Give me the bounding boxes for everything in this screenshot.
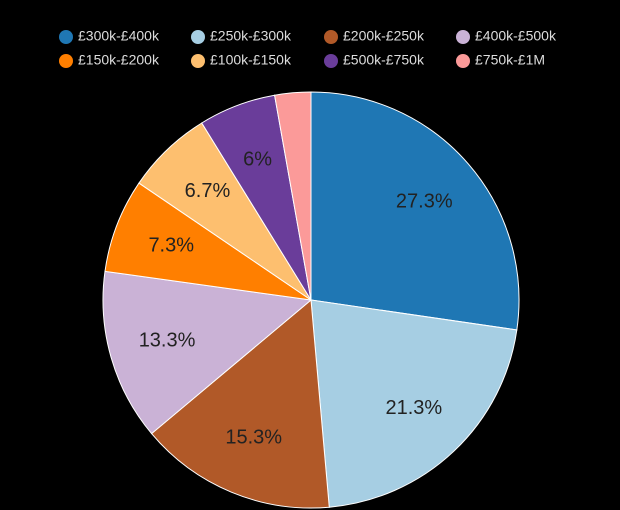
slice-label: 15.3% xyxy=(225,427,282,449)
legend-swatch xyxy=(324,30,338,44)
legend-swatch xyxy=(191,54,205,68)
pie-slice xyxy=(150,299,330,509)
pie-slice xyxy=(310,91,520,331)
legend-label: £500k-£750k xyxy=(343,52,425,68)
slice-label: 7.3% xyxy=(148,234,194,256)
legend-swatch xyxy=(191,30,205,44)
pie-slice xyxy=(102,270,313,435)
slice-label: 6% xyxy=(243,148,272,170)
pie-slice xyxy=(274,91,312,301)
legend-label: £100k-£150k xyxy=(210,52,292,68)
legend-swatch xyxy=(324,54,338,68)
slice-label: 6.7% xyxy=(185,180,231,202)
legend-swatch xyxy=(456,30,470,44)
legend-swatch xyxy=(456,54,470,68)
slice-label: 27.3% xyxy=(396,190,453,212)
legend-swatch xyxy=(59,54,73,68)
legend-label: £250k-£300k xyxy=(210,28,292,44)
slice-label: 21.3% xyxy=(386,397,443,419)
legend-label: £750k-£1M xyxy=(475,52,545,68)
legend-label: £300k-£400k xyxy=(78,28,160,44)
legend-label: £150k-£200k xyxy=(78,52,160,68)
pie-slice xyxy=(310,299,518,508)
legend-label: £200k-£250k xyxy=(343,28,425,44)
legend-label: £400k-£500k xyxy=(475,28,557,44)
slice-label: 13.3% xyxy=(139,330,196,352)
legend-swatch xyxy=(59,30,73,44)
